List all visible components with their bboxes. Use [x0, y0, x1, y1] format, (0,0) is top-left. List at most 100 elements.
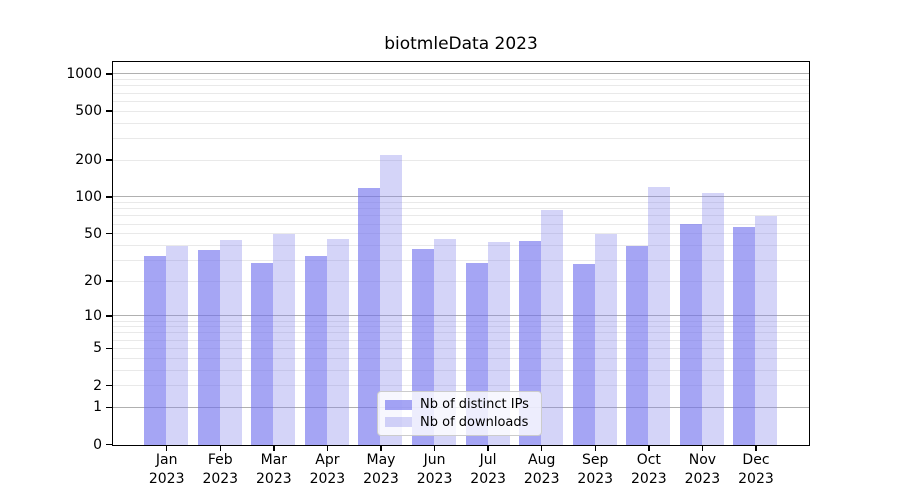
- bar-distinct-ips: [626, 245, 649, 445]
- bar-downloads: [219, 239, 242, 445]
- gridline: [113, 332, 809, 334]
- x-tick-mark: [594, 446, 596, 451]
- y-tick-label: 0: [93, 436, 102, 453]
- gridline: [113, 357, 809, 359]
- bar-downloads: [273, 234, 296, 445]
- gridline: [113, 196, 809, 198]
- bar-distinct-ips: [144, 255, 167, 445]
- gridline: [113, 110, 809, 112]
- gridline: [113, 92, 809, 94]
- y-tick-label: 500: [75, 103, 102, 120]
- x-tick-label: Sep 2023: [577, 452, 614, 487]
- bar-distinct-ips: [304, 255, 327, 445]
- y-tick-mark: [106, 315, 112, 317]
- y-tick-mark: [106, 406, 112, 409]
- y-tick-mark: [106, 347, 112, 350]
- bar-downloads: [166, 245, 189, 445]
- gridline: [113, 159, 809, 161]
- y-tick-label: 200: [75, 152, 102, 169]
- bar-downloads: [701, 193, 724, 445]
- bar-distinct-ips: [572, 264, 595, 445]
- x-tick-mark: [380, 446, 382, 451]
- x-tick-mark: [755, 446, 757, 451]
- x-tick-label: Mar 2023: [256, 452, 292, 487]
- gridline: [113, 215, 809, 217]
- gridline: [113, 347, 809, 349]
- gridline: [113, 326, 809, 328]
- legend-label-distinct-ips: Nb of distinct IPs: [420, 397, 529, 413]
- x-tick-mark: [165, 446, 168, 451]
- gridline: [113, 137, 809, 139]
- x-tick-label: Aug 2023: [523, 452, 560, 487]
- gridline: [113, 73, 809, 75]
- x-tick-mark: [648, 446, 650, 451]
- gridline: [113, 100, 809, 102]
- x-tick-mark: [701, 446, 704, 451]
- bar-downloads: [755, 216, 778, 445]
- bars-layer: [113, 62, 809, 445]
- x-tick-mark: [273, 446, 275, 451]
- gridline: [113, 223, 809, 225]
- gridline: [113, 339, 809, 341]
- x-tick-label: Oct 2023: [631, 452, 667, 487]
- y-tick-label: 2: [93, 377, 102, 394]
- bar-distinct-ips: [197, 249, 220, 445]
- bar-distinct-ips: [358, 187, 381, 445]
- bar-distinct-ips: [679, 223, 702, 445]
- x-tick-label: Apr 2023: [309, 452, 346, 487]
- x-tick-label: Nov 2023: [684, 452, 721, 487]
- gridline: [113, 208, 809, 210]
- bar-distinct-ips: [733, 227, 756, 445]
- gridline: [113, 244, 809, 246]
- y-tick-mark: [106, 196, 112, 198]
- x-tick-label: May 2023: [363, 452, 399, 487]
- gridline: [113, 259, 809, 261]
- bar-downloads: [326, 238, 349, 445]
- gridline: [113, 202, 809, 204]
- x-tick-mark: [540, 446, 543, 451]
- y-tick-mark: [106, 73, 112, 75]
- x-tick-mark: [433, 446, 436, 451]
- bar-downloads: [648, 187, 671, 445]
- gridline: [113, 315, 809, 317]
- y-tick-mark: [106, 443, 112, 446]
- gridline: [113, 369, 809, 371]
- chart-title: biotmleData 2023: [384, 34, 538, 54]
- bar-downloads: [380, 155, 403, 445]
- y-tick-label: 20: [84, 273, 102, 290]
- x-tick-label: Jan 2023: [148, 452, 185, 487]
- y-tick-label: 1000: [66, 65, 102, 82]
- y-tick-label: 100: [75, 188, 102, 205]
- x-tick-mark: [326, 446, 329, 451]
- gridline: [113, 122, 809, 124]
- plot-area: Nb of distinct IPs Nb of downloads: [112, 61, 810, 446]
- legend: Nb of distinct IPs Nb of downloads: [377, 391, 542, 436]
- y-tick-mark: [106, 384, 112, 387]
- y-tick-label: 10: [84, 307, 102, 324]
- x-tick-label: Jul 2023: [470, 452, 506, 487]
- x-tick-mark: [219, 446, 222, 451]
- y-tick-label: 5: [93, 340, 102, 357]
- legend-label-downloads: Nb of downloads: [420, 414, 529, 430]
- x-tick-label: Dec 2023: [738, 452, 774, 487]
- legend-swatch-downloads: [385, 417, 412, 428]
- y-tick-mark: [106, 159, 112, 161]
- gridline: [113, 280, 809, 282]
- gridline: [113, 233, 809, 235]
- x-tick-label: Jun 2023: [416, 452, 453, 487]
- x-tick-label: Feb 2023: [202, 452, 239, 487]
- gridlines-layer: [113, 62, 809, 445]
- bar-downloads: [594, 234, 617, 445]
- y-tick-label: 1: [93, 399, 102, 416]
- y-tick-mark: [106, 110, 112, 112]
- bar-downloads: [541, 209, 564, 445]
- legend-item-distinct-ips: Nb of distinct IPs: [385, 396, 533, 414]
- gridline: [113, 385, 809, 387]
- y-tick-mark: [106, 232, 112, 235]
- legend-item-downloads: Nb of downloads: [385, 414, 533, 432]
- bar-distinct-ips: [251, 262, 274, 445]
- gridline: [113, 85, 809, 87]
- x-tick-mark: [487, 446, 489, 451]
- y-tick-mark: [106, 280, 112, 282]
